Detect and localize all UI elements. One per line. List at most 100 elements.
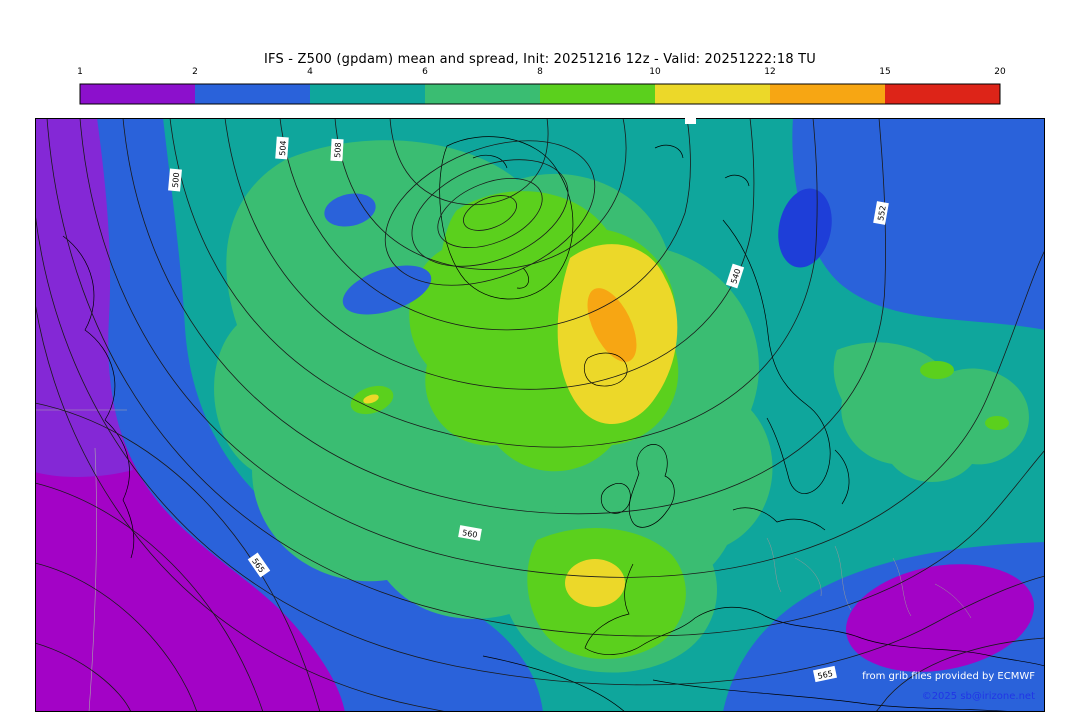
colorbar-segment: [195, 84, 310, 104]
spread-region-green-east-spot2: [985, 416, 1009, 430]
contour-label-text: 565: [817, 669, 834, 681]
contour-line: [389, 118, 549, 206]
frame-notch: [685, 118, 696, 124]
chart-title: IFS - Z500 (gpdam) mean and spread, Init…: [264, 52, 816, 67]
spread-region-blue-patch-west: [342, 265, 432, 315]
coastline-iceland: [583, 352, 628, 387]
colorbar: 1 2 4 6 8 10 12 15 20: [77, 67, 1006, 105]
contour-line: [411, 159, 569, 267]
contour-line: [35, 402, 321, 712]
coastline-arctic-islands: [654, 144, 750, 187]
coastlines: [62, 136, 1045, 712]
coastline-america: [62, 235, 135, 559]
spread-region-yellow-west-spot: [363, 394, 379, 404]
colorbar-tick: 12: [764, 67, 775, 77]
contour-label: 565: [812, 665, 838, 683]
contour-line: [122, 118, 886, 515]
contour-label-box: [247, 552, 271, 578]
attribution-ecmwf: from grib files provided by ECMWF: [862, 671, 1035, 682]
spread-region-yellow-south: [565, 559, 625, 607]
graticule-meridian: [88, 447, 97, 712]
colorbar-segment: [540, 84, 655, 104]
contour-line: [437, 177, 543, 249]
contour-label-box: [812, 665, 838, 683]
contour-line: [35, 482, 264, 712]
colorbar-tick: 20: [994, 67, 1006, 77]
contour-line: [384, 140, 596, 286]
contour-label: 500: [168, 168, 182, 192]
border-path: [934, 583, 972, 619]
contour-label-text: 540: [729, 268, 742, 285]
contour-line: [463, 195, 517, 231]
colorbar-tick: 8: [537, 67, 543, 77]
border-path: [794, 557, 822, 597]
colorbar-tick: 1: [77, 67, 83, 77]
coastline-scandinavia: [722, 219, 831, 494]
coastline-africa-north: [652, 679, 1018, 712]
colorbar-tick: 10: [649, 67, 661, 77]
coastline-greenland: [439, 136, 574, 300]
coastline-northsea: [732, 507, 826, 531]
contour-line: [46, 118, 1045, 637]
coastline-europe-med: [584, 563, 1045, 667]
border-path: [834, 545, 852, 611]
contour-label-text: 504: [278, 140, 288, 156]
contour-lines: [35, 118, 1045, 712]
coastline-africa-west: [482, 655, 626, 712]
colorbar-segment: [310, 84, 425, 104]
colorbar-segments: [79, 83, 1001, 105]
spread-region-green-east-spot: [920, 361, 954, 379]
contour-label-text: 508: [333, 142, 343, 158]
contour-label: 560: [458, 525, 482, 541]
contour-label: 552: [873, 201, 889, 225]
map-content: 500 504 508 552 540: [35, 118, 1045, 712]
coastline-greenland-detail: [472, 154, 530, 289]
coastline-ireland: [600, 483, 631, 514]
spread-region-orange: [587, 288, 637, 362]
country-borders: [766, 537, 972, 619]
contour-label-text: 560: [462, 528, 479, 540]
colorbar-segment: [770, 84, 885, 104]
spread-region-green-teal-east: [833, 342, 1029, 482]
colorbar-tick: 2: [192, 67, 198, 77]
spread-region-blue-patch-nw: [324, 193, 376, 227]
contour-line: [334, 118, 627, 270]
contour-label-text: 552: [876, 205, 888, 222]
coastline-baltic: [834, 449, 850, 505]
contour-label-box: [275, 136, 289, 160]
border-path: [892, 557, 912, 617]
contour-label-box: [168, 168, 182, 192]
contour-line: [35, 212, 1045, 686]
contour-label: 504: [275, 136, 289, 160]
colorbar-segment: [425, 84, 540, 104]
contour-label-text: 500: [171, 172, 181, 188]
colorbar-border: [79, 83, 1001, 105]
contour-label-box: [458, 525, 482, 541]
contour-label-box: [873, 201, 889, 225]
colorbar-segment: [655, 84, 770, 104]
graticule-lines: [35, 409, 127, 712]
contour-label: 508: [330, 138, 344, 162]
contour-labels: 500 504 508 552 540: [168, 136, 889, 683]
contour-line: [35, 562, 198, 712]
map-plot: 500 504 508 552 540: [35, 118, 1045, 712]
colorbar-tick: 6: [422, 67, 428, 77]
attribution: from grib files provided by ECMWF ©2025 …: [862, 671, 1035, 702]
colorbar-segment: [80, 84, 195, 104]
coastline-britain: [628, 444, 675, 528]
colorbar-tick: 15: [879, 67, 890, 77]
colorbar-tick: 4: [307, 67, 313, 77]
contour-line: [169, 118, 818, 448]
spread-region-darkblue-patch-ne: [778, 188, 832, 268]
attribution-copyright: ©2025 sb@irizone.net: [922, 691, 1035, 702]
contour-line: [875, 637, 1045, 712]
colorbar-ticks: 1 2 4 6 8 10 12 15 20: [77, 67, 1006, 77]
contour-label: 540: [725, 263, 745, 289]
border-path: [766, 537, 782, 593]
colorbar-segment: [885, 84, 1000, 104]
contour-label-box: [725, 263, 745, 289]
contour-line: [279, 118, 691, 331]
spread-region-purple-southeast: [846, 564, 1034, 672]
map-border: [35, 118, 1045, 712]
